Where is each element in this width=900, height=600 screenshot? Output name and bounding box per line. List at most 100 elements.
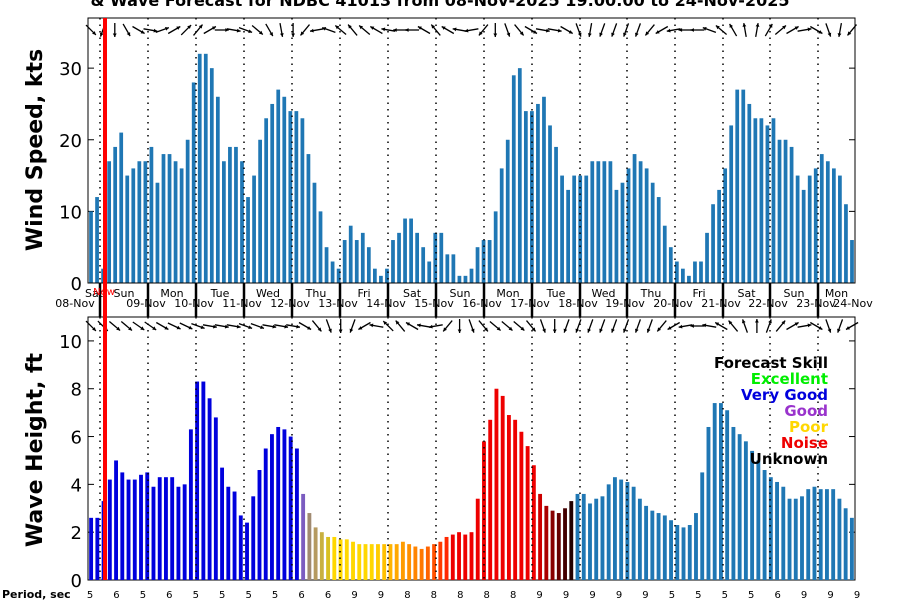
wind-speed-bar: [608, 161, 613, 283]
wind-speed-bar: [330, 261, 335, 283]
date-label: 15-Nov: [414, 297, 454, 310]
date-label: 10-Nov: [174, 297, 214, 310]
wind-speed-bar: [572, 175, 577, 283]
day-name-label: Mon: [496, 287, 519, 300]
wind-speed-bar: [354, 240, 359, 283]
direction-arrow: [202, 324, 217, 329]
date-label: 16-Nov: [462, 297, 502, 310]
wave-height-bar: [438, 541, 443, 580]
y-tick-label: 0: [71, 274, 82, 295]
wind-speed-bar: [348, 225, 353, 283]
wind-speed-bar: [179, 168, 184, 283]
wave-height-bar: [188, 429, 193, 580]
direction-arrow: [311, 320, 322, 332]
direction-arrow: [611, 23, 618, 37]
wind-speed-bar: [300, 118, 305, 284]
direction-arrow: [143, 28, 158, 33]
wind-speed-bar: [481, 240, 486, 283]
direction-arrow: [122, 23, 131, 37]
wind-speed-bar: [306, 154, 311, 283]
wave-height-bar: [675, 525, 680, 580]
wind-speed-bar: [638, 161, 643, 283]
wind-speed-bar: [705, 232, 709, 283]
direction-arrow: [191, 322, 205, 330]
day-name-label: Sun: [450, 287, 471, 300]
direction-arrow: [535, 28, 550, 33]
direction-arrow: [809, 25, 823, 35]
wave-height-bar: [700, 472, 705, 580]
wave-height-bar: [176, 486, 181, 580]
direction-arrow: [729, 23, 738, 37]
wind-speed-bar: [530, 111, 534, 283]
direction-arrow: [393, 28, 408, 32]
period-value: 6: [166, 590, 172, 600]
wave-height-bar: [669, 520, 673, 580]
period-value: 5: [748, 590, 754, 600]
wind-speed-bar: [167, 154, 172, 283]
direction-arrow: [646, 319, 653, 333]
wave-height-bar: [843, 508, 848, 580]
wind-speed-bar: [825, 161, 830, 283]
direction-arrow: [655, 25, 669, 35]
wind-speed-bar: [445, 254, 450, 283]
wind-speed-bar: [137, 161, 142, 283]
wind-speed-bar: [699, 261, 703, 283]
wind-speed-bar: [360, 232, 365, 283]
wave-height-bar: [750, 450, 755, 580]
date-label: 24-Nov: [833, 297, 873, 310]
wave-height-bar: [818, 489, 823, 580]
direction-arrow: [265, 23, 274, 37]
wave-height-bar: [719, 403, 723, 580]
direction-arrow: [786, 321, 799, 331]
direction-arrow: [381, 27, 396, 32]
wind-speed-bar: [819, 154, 824, 283]
wind-speed-bar: [717, 189, 721, 283]
direction-arrow: [504, 23, 511, 37]
wind-speed-bar: [143, 161, 148, 283]
direction-arrow: [250, 322, 265, 330]
period-value: 6: [298, 590, 304, 600]
period-value: 8: [404, 590, 410, 600]
day-name-label: Mon: [160, 287, 183, 300]
direction-arrow: [741, 319, 749, 333]
wave-height-bar: [631, 486, 636, 580]
period-value: 9: [536, 590, 542, 600]
period-value: 5: [722, 590, 728, 600]
direction-arrow: [765, 319, 772, 333]
wind-speed-bar: [517, 68, 522, 283]
wind-speed-bar: [161, 154, 166, 283]
wind-speed-bar: [89, 211, 93, 283]
forecast-skill-legend: Forecast Skill Excellent Very Good Good …: [714, 354, 829, 468]
wave-height-plot: 0 2 4 6 8 10: [59, 316, 859, 592]
direction-arrow: [493, 23, 498, 37]
wave-height-bar: [625, 481, 630, 580]
direction-arrow: [825, 23, 832, 37]
wind-speed-bar: [294, 111, 299, 283]
wind-speed-bar: [209, 68, 214, 283]
direction-arrow: [108, 321, 121, 331]
wind-speed-bar: [463, 275, 468, 283]
direction-arrow: [132, 25, 145, 35]
direction-arrow: [478, 320, 489, 332]
direction-arrow: [539, 319, 546, 333]
direction-arrow: [690, 324, 705, 328]
direction-arrow: [457, 319, 462, 333]
wave-height-bar: [319, 532, 324, 580]
wind-speed-bar: [475, 247, 480, 283]
direction-arrow: [755, 22, 760, 38]
wind-speed-bar: [536, 103, 540, 283]
wave-height-bar: [849, 517, 854, 580]
wave-height-bar: [544, 505, 549, 580]
wind-speed-bar: [747, 103, 752, 283]
wind-speed-bar: [469, 268, 474, 283]
wave-height-bar: [743, 441, 748, 580]
date-label: 18-Nov: [558, 297, 598, 310]
wave-height-bar: [307, 513, 312, 580]
direction-arrow: [441, 25, 455, 35]
period-value: 9: [827, 590, 833, 600]
direction-arrow: [395, 320, 406, 332]
wave-height-bar: [232, 491, 237, 580]
direction-arrow: [291, 23, 295, 37]
direction-arrow: [167, 25, 181, 35]
wave-height-bar: [344, 539, 349, 580]
